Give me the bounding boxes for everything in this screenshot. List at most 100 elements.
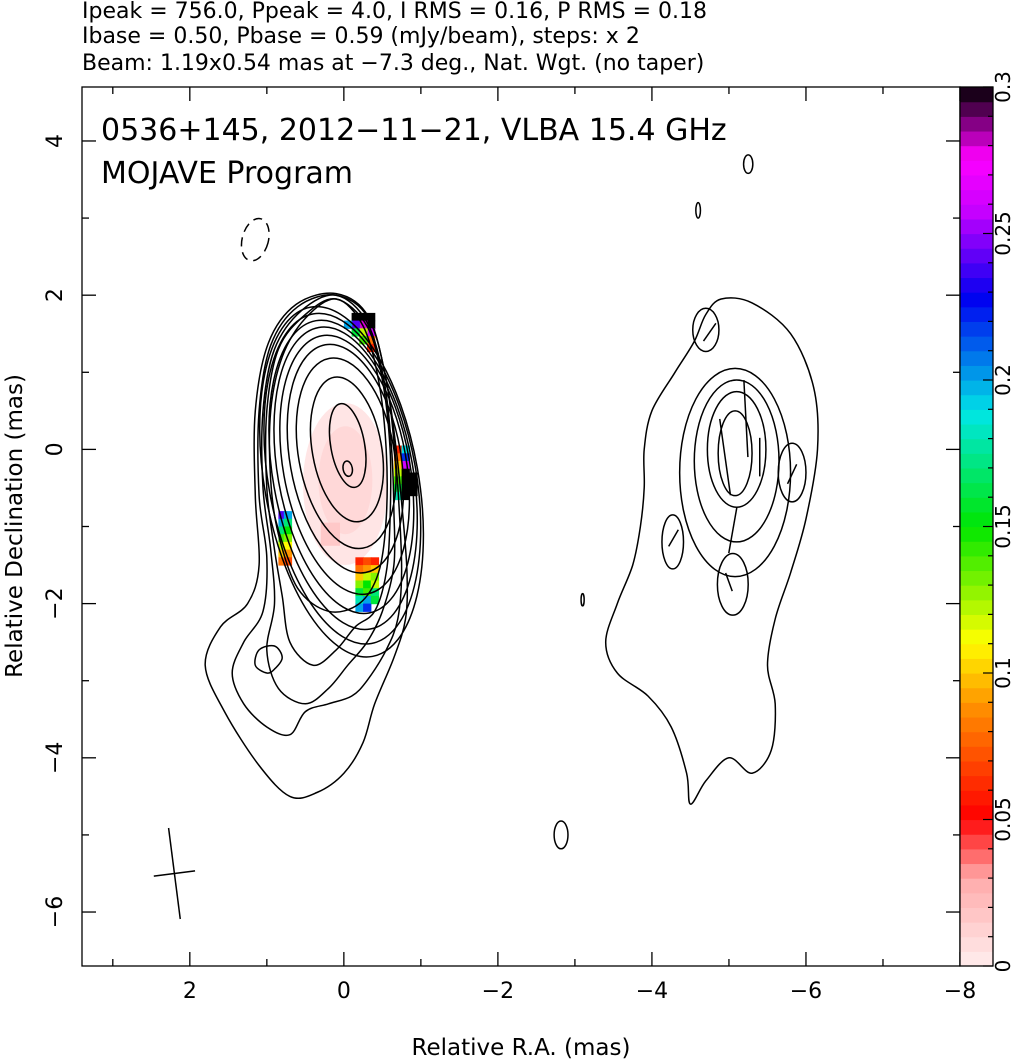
colorbar: 0 0.05 0.1 0.15 0.2 0.25 0.3 xyxy=(959,71,1015,973)
core-contour-2 xyxy=(309,376,385,523)
colorbar-segment xyxy=(960,848,993,865)
jet-contour-4 xyxy=(204,292,409,799)
core-contour-9 xyxy=(258,305,425,658)
colorbar-segment xyxy=(960,336,993,352)
pol-pixel-10 xyxy=(367,336,376,345)
pol-pixel-34 xyxy=(401,445,410,454)
pol-pixel-46 xyxy=(370,557,380,566)
contour-layer xyxy=(204,154,819,850)
colorbar-segment xyxy=(960,497,993,513)
colorbar-segment xyxy=(960,643,993,659)
pol-pixel-4 xyxy=(359,320,368,329)
colorbar-segment xyxy=(960,380,993,396)
pol-pixel-28 xyxy=(393,453,403,462)
colorbar-segment xyxy=(960,262,993,279)
west-contour-2 xyxy=(693,379,780,543)
west-contour-4 xyxy=(691,307,720,353)
colorbar-segment xyxy=(960,467,993,484)
x-tick-label: −4 xyxy=(636,979,668,1004)
pol-pixel-13 xyxy=(278,511,287,520)
evpa-stick-4 xyxy=(728,507,738,554)
pol-pixel-15 xyxy=(278,526,287,535)
chart-title-line-2: MOJAVE Program xyxy=(101,156,353,191)
evpa-stick-0 xyxy=(702,322,717,342)
header-line-3: Beam: 1.19x0.54 mas at −7.3 deg., Nat. W… xyxy=(82,51,705,76)
pol-pixel-26 xyxy=(283,557,293,566)
negative-contour xyxy=(240,217,270,262)
y-tick-label: −6 xyxy=(43,896,68,928)
colorbar-segment xyxy=(960,116,993,132)
colorbar-segment xyxy=(960,482,993,498)
pol-pixel-58 xyxy=(370,588,380,597)
pol-pixel-38 xyxy=(401,476,410,485)
jet-contour-1 xyxy=(264,298,392,667)
west-contour-1 xyxy=(706,390,767,508)
west-contour-6 xyxy=(716,552,749,616)
jet-contour-2 xyxy=(261,294,396,705)
colorbar-tick-label: 0.3 xyxy=(991,71,1015,103)
colorbar-segment xyxy=(960,599,993,615)
x-axis-label: Relative R.A. (mas) xyxy=(412,1035,631,1060)
west-contour-7 xyxy=(777,442,807,503)
y-tick-label: 4 xyxy=(43,134,68,148)
pol-pixel-2 xyxy=(351,312,360,322)
west-contour-10 xyxy=(580,592,585,607)
colorbar-segment xyxy=(960,423,993,440)
pol-pixel-37 xyxy=(401,468,410,477)
colorbar-segment xyxy=(960,248,993,264)
colorbar-segment xyxy=(960,819,993,835)
plot-frame xyxy=(81,86,961,967)
core-contour-0 xyxy=(342,460,354,478)
colorbar-tick-label: 0.15 xyxy=(991,504,1015,549)
pol-pixel-36 xyxy=(401,461,410,470)
colorbar-segment xyxy=(960,907,993,923)
pol-pixel-48 xyxy=(363,565,372,574)
core-contour-6 xyxy=(273,326,415,615)
pol-pixel-42 xyxy=(409,480,418,489)
west-outer-contour xyxy=(604,297,819,805)
colorbar-segment xyxy=(960,834,993,850)
pol-pixel-44 xyxy=(355,557,364,566)
colorbar-segment xyxy=(960,936,993,952)
colorbar-segment xyxy=(960,570,993,586)
pol-pixel-53 xyxy=(355,580,364,589)
beam-minor-axis xyxy=(153,870,196,877)
beam-marker xyxy=(153,827,196,920)
colorbar-segment xyxy=(960,526,993,542)
pol-pixel-18 xyxy=(278,549,287,558)
pol-pixel-41 xyxy=(409,472,418,481)
colorbar-segment xyxy=(960,951,993,967)
colorbar-segment xyxy=(960,277,993,293)
west-contour-9 xyxy=(695,201,702,219)
colorbar-segment xyxy=(960,716,993,733)
colorbar-segment xyxy=(960,555,993,572)
y-tick-label: −4 xyxy=(43,742,68,774)
colorbar-segment xyxy=(960,863,993,879)
colorbar-tick-label: 0.05 xyxy=(991,797,1015,842)
colorbar-tick-label: 0.1 xyxy=(991,657,1015,689)
pol-pixel-20 xyxy=(283,511,293,520)
colorbar-segment xyxy=(960,673,993,689)
colorbar-segment xyxy=(960,145,993,161)
pol-pixel-51 xyxy=(363,572,372,582)
header-line-2: Ibase = 0.50, Pbase = 0.59 (mJy/beam), s… xyxy=(82,24,640,49)
colorbar-segment xyxy=(960,204,993,220)
evpa-stick-3 xyxy=(786,463,798,485)
colorbar-segment xyxy=(960,453,993,469)
west-contour-0 xyxy=(717,410,753,497)
y-tick-label: 0 xyxy=(43,442,68,456)
pol-pixel-50 xyxy=(355,572,364,582)
west-contour-3 xyxy=(678,367,792,578)
evpa-stick-6 xyxy=(743,380,749,458)
evpa-stick-5 xyxy=(718,418,732,496)
evpa-stick-2 xyxy=(724,572,733,592)
pol-pixel-62 xyxy=(355,603,364,612)
colorbar-segment xyxy=(960,614,993,630)
colorbar-segment xyxy=(960,350,993,366)
x-tick-label: −8 xyxy=(944,979,976,1004)
colorbar-segment xyxy=(960,790,993,806)
colorbar-tick-label: 0 xyxy=(991,960,1015,973)
pol-pixel-45 xyxy=(363,557,372,566)
header-line-1: Ipeak = 756.0, Ppeak = 4.0, I RMS = 0.16… xyxy=(82,0,707,24)
